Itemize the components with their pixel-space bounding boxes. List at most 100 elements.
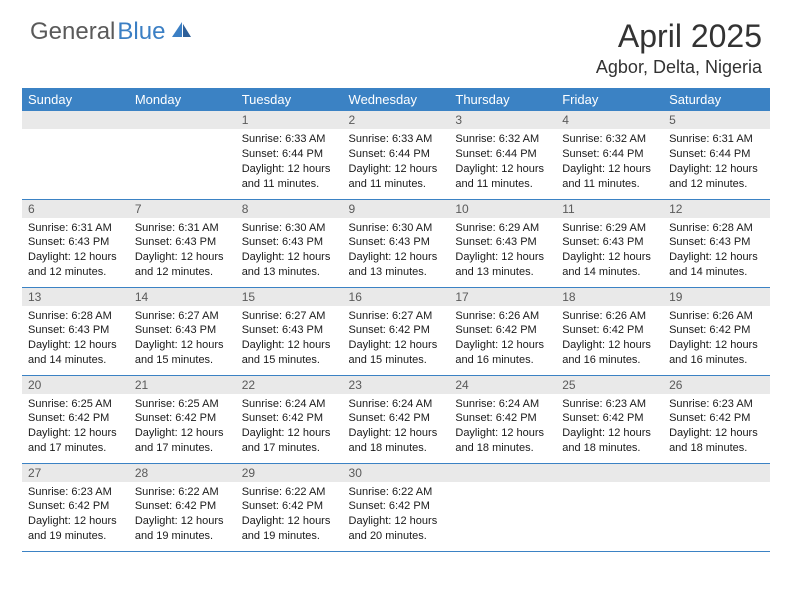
daylight-line2: and 18 minutes. <box>349 441 444 456</box>
calendar-cell <box>449 463 556 551</box>
daylight-line1: Daylight: 12 hours <box>349 426 444 441</box>
calendar-cell: 9Sunrise: 6:30 AMSunset: 6:43 PMDaylight… <box>343 199 450 287</box>
day-body: Sunrise: 6:30 AMSunset: 6:43 PMDaylight:… <box>343 218 450 284</box>
weekday-header: Monday <box>129 88 236 111</box>
sunrise-text: Sunrise: 6:23 AM <box>28 485 123 500</box>
daylight-line1: Daylight: 12 hours <box>135 514 230 529</box>
daylight-line2: and 18 minutes. <box>669 441 764 456</box>
daylight-line1: Daylight: 12 hours <box>562 338 657 353</box>
calendar-cell: 2Sunrise: 6:33 AMSunset: 6:44 PMDaylight… <box>343 111 450 199</box>
calendar-cell: 10Sunrise: 6:29 AMSunset: 6:43 PMDayligh… <box>449 199 556 287</box>
daylight-line2: and 19 minutes. <box>135 529 230 544</box>
sunrise-text: Sunrise: 6:28 AM <box>669 221 764 236</box>
day-number: 21 <box>129 376 236 394</box>
sunset-text: Sunset: 6:44 PM <box>349 147 444 162</box>
sunrise-text: Sunrise: 6:32 AM <box>455 132 550 147</box>
day-body: Sunrise: 6:28 AMSunset: 6:43 PMDaylight:… <box>663 218 770 284</box>
calendar-cell: 6Sunrise: 6:31 AMSunset: 6:43 PMDaylight… <box>22 199 129 287</box>
sunset-text: Sunset: 6:44 PM <box>242 147 337 162</box>
daylight-line1: Daylight: 12 hours <box>242 162 337 177</box>
daylight-line2: and 11 minutes. <box>562 177 657 192</box>
day-body: Sunrise: 6:24 AMSunset: 6:42 PMDaylight:… <box>343 394 450 460</box>
day-number: 9 <box>343 200 450 218</box>
calendar-cell: 19Sunrise: 6:26 AMSunset: 6:42 PMDayligh… <box>663 287 770 375</box>
daylight-line2: and 13 minutes. <box>242 265 337 280</box>
daylight-line1: Daylight: 12 hours <box>242 514 337 529</box>
calendar-cell: 28Sunrise: 6:22 AMSunset: 6:42 PMDayligh… <box>129 463 236 551</box>
sunset-text: Sunset: 6:42 PM <box>455 411 550 426</box>
day-body: Sunrise: 6:33 AMSunset: 6:44 PMDaylight:… <box>236 129 343 195</box>
day-body: Sunrise: 6:29 AMSunset: 6:43 PMDaylight:… <box>449 218 556 284</box>
logo-sail-icon <box>171 20 193 45</box>
calendar-cell: 12Sunrise: 6:28 AMSunset: 6:43 PMDayligh… <box>663 199 770 287</box>
sunset-text: Sunset: 6:42 PM <box>135 499 230 514</box>
sunrise-text: Sunrise: 6:22 AM <box>135 485 230 500</box>
sunset-text: Sunset: 6:44 PM <box>455 147 550 162</box>
day-body: Sunrise: 6:24 AMSunset: 6:42 PMDaylight:… <box>449 394 556 460</box>
daylight-line1: Daylight: 12 hours <box>349 250 444 265</box>
daylight-line1: Daylight: 12 hours <box>28 426 123 441</box>
day-body: Sunrise: 6:22 AMSunset: 6:42 PMDaylight:… <box>236 482 343 548</box>
daylight-line1: Daylight: 12 hours <box>455 426 550 441</box>
sunrise-text: Sunrise: 6:30 AM <box>242 221 337 236</box>
day-body: Sunrise: 6:31 AMSunset: 6:43 PMDaylight:… <box>22 218 129 284</box>
daylight-line2: and 17 minutes. <box>28 441 123 456</box>
daylight-line1: Daylight: 12 hours <box>349 162 444 177</box>
day-body: Sunrise: 6:26 AMSunset: 6:42 PMDaylight:… <box>449 306 556 372</box>
day-number: 24 <box>449 376 556 394</box>
daylight-line2: and 19 minutes. <box>242 529 337 544</box>
daylight-line1: Daylight: 12 hours <box>242 426 337 441</box>
calendar-cell: 21Sunrise: 6:25 AMSunset: 6:42 PMDayligh… <box>129 375 236 463</box>
sunset-text: Sunset: 6:42 PM <box>349 411 444 426</box>
daylight-line2: and 19 minutes. <box>28 529 123 544</box>
calendar-cell <box>556 463 663 551</box>
sunrise-text: Sunrise: 6:33 AM <box>349 132 444 147</box>
day-body: Sunrise: 6:22 AMSunset: 6:42 PMDaylight:… <box>343 482 450 548</box>
calendar-cell: 8Sunrise: 6:30 AMSunset: 6:43 PMDaylight… <box>236 199 343 287</box>
daylight-line1: Daylight: 12 hours <box>242 250 337 265</box>
daylight-line2: and 15 minutes. <box>349 353 444 368</box>
daylight-line1: Daylight: 12 hours <box>669 338 764 353</box>
sunrise-text: Sunrise: 6:26 AM <box>562 309 657 324</box>
daylight-line1: Daylight: 12 hours <box>455 250 550 265</box>
daylight-line2: and 16 minutes. <box>455 353 550 368</box>
daylight-line1: Daylight: 12 hours <box>135 250 230 265</box>
day-body: Sunrise: 6:23 AMSunset: 6:42 PMDaylight:… <box>22 482 129 548</box>
daylight-line2: and 11 minutes. <box>349 177 444 192</box>
sunset-text: Sunset: 6:43 PM <box>349 235 444 250</box>
daylight-line2: and 17 minutes. <box>135 441 230 456</box>
calendar-cell: 30Sunrise: 6:22 AMSunset: 6:42 PMDayligh… <box>343 463 450 551</box>
day-body: Sunrise: 6:26 AMSunset: 6:42 PMDaylight:… <box>663 306 770 372</box>
day-number: 7 <box>129 200 236 218</box>
calendar-cell: 4Sunrise: 6:32 AMSunset: 6:44 PMDaylight… <box>556 111 663 199</box>
day-body: Sunrise: 6:26 AMSunset: 6:42 PMDaylight:… <box>556 306 663 372</box>
day-number-bar <box>663 464 770 482</box>
calendar-cell: 20Sunrise: 6:25 AMSunset: 6:42 PMDayligh… <box>22 375 129 463</box>
weekday-header: Tuesday <box>236 88 343 111</box>
day-number-bar <box>556 464 663 482</box>
weekday-header: Wednesday <box>343 88 450 111</box>
sunset-text: Sunset: 6:42 PM <box>28 499 123 514</box>
daylight-line1: Daylight: 12 hours <box>562 250 657 265</box>
daylight-line1: Daylight: 12 hours <box>669 250 764 265</box>
sunset-text: Sunset: 6:42 PM <box>242 499 337 514</box>
day-body <box>663 482 770 542</box>
sunset-text: Sunset: 6:43 PM <box>28 235 123 250</box>
calendar-week-row: 20Sunrise: 6:25 AMSunset: 6:42 PMDayligh… <box>22 375 770 463</box>
sunrise-text: Sunrise: 6:24 AM <box>349 397 444 412</box>
day-body <box>449 482 556 542</box>
calendar-cell: 23Sunrise: 6:24 AMSunset: 6:42 PMDayligh… <box>343 375 450 463</box>
day-number: 27 <box>22 464 129 482</box>
sunset-text: Sunset: 6:43 PM <box>242 235 337 250</box>
daylight-line2: and 16 minutes. <box>669 353 764 368</box>
sunset-text: Sunset: 6:42 PM <box>455 323 550 338</box>
daylight-line1: Daylight: 12 hours <box>349 514 444 529</box>
day-number: 6 <box>22 200 129 218</box>
day-body <box>129 129 236 189</box>
daylight-line2: and 12 minutes. <box>28 265 123 280</box>
daylight-line2: and 15 minutes. <box>242 353 337 368</box>
day-body: Sunrise: 6:31 AMSunset: 6:44 PMDaylight:… <box>663 129 770 195</box>
daylight-line2: and 11 minutes. <box>455 177 550 192</box>
day-number: 18 <box>556 288 663 306</box>
sunrise-text: Sunrise: 6:31 AM <box>135 221 230 236</box>
